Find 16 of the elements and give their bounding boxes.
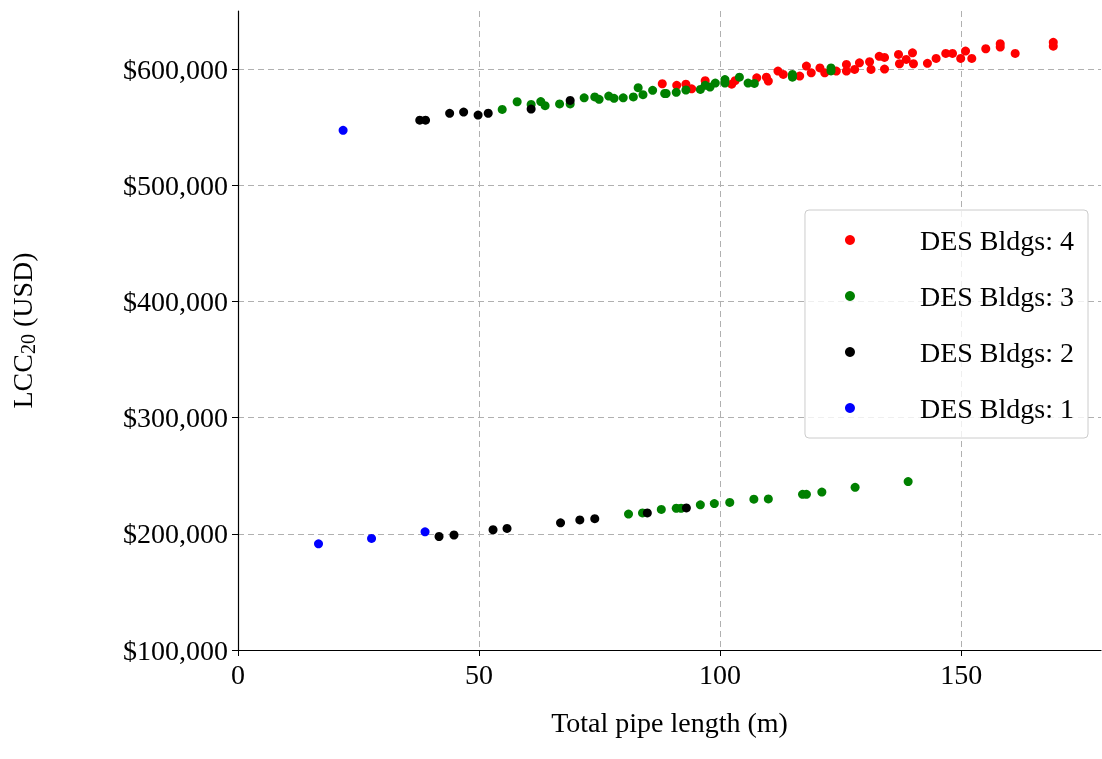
x-tick-label: 50 [465, 658, 494, 690]
x-tick-label: 0 [231, 658, 245, 690]
y-axis-title: LCC20 (USD) [6, 252, 39, 409]
legend-label: DES Bldgs: 3 [919, 280, 1074, 312]
y-tick-label: $300,000 [123, 402, 228, 434]
x-axis-title: Total pipe length (m) [551, 706, 788, 738]
x-tick-label: 100 [699, 658, 742, 690]
y-tick-label: $200,000 [123, 518, 228, 550]
x-tick-label: 150 [940, 658, 983, 690]
y-tick-label: $100,000 [123, 634, 228, 666]
y-tick-label: $600,000 [123, 53, 228, 85]
legend-label: DES Bldgs: 2 [919, 336, 1074, 368]
legend-label: DES Bldgs: 4 [919, 224, 1074, 256]
y-tick-label: $400,000 [123, 285, 228, 317]
legend-label: DES Bldgs: 1 [919, 392, 1074, 424]
y-tick-label: $500,000 [123, 169, 228, 201]
